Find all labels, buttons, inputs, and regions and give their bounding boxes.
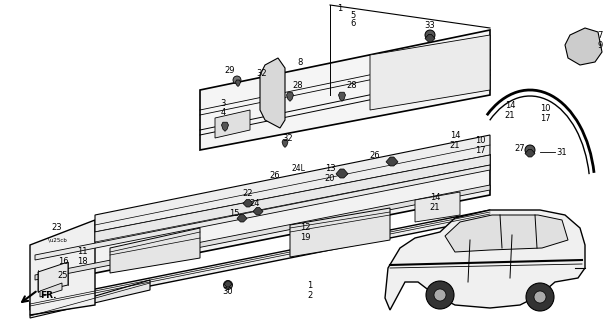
Text: 29: 29 <box>225 66 235 75</box>
Polygon shape <box>236 80 241 86</box>
Polygon shape <box>200 30 490 150</box>
Polygon shape <box>215 110 250 138</box>
Text: 12: 12 <box>300 223 310 233</box>
Polygon shape <box>370 35 490 110</box>
Text: 20: 20 <box>325 173 335 182</box>
Polygon shape <box>260 58 285 128</box>
Text: 30: 30 <box>223 286 233 295</box>
Polygon shape <box>339 92 345 101</box>
Text: 10: 10 <box>540 103 551 113</box>
Polygon shape <box>253 207 263 215</box>
Text: 27: 27 <box>515 143 526 153</box>
Polygon shape <box>415 192 460 222</box>
Text: 17: 17 <box>540 114 551 123</box>
Polygon shape <box>95 135 490 232</box>
Text: 23: 23 <box>52 223 62 233</box>
Text: 14: 14 <box>430 194 440 203</box>
Text: 15: 15 <box>229 209 239 218</box>
Polygon shape <box>30 280 150 318</box>
Text: 1: 1 <box>337 4 343 12</box>
Text: 11: 11 <box>77 247 87 257</box>
Circle shape <box>525 145 535 155</box>
Text: 5: 5 <box>350 11 356 20</box>
Circle shape <box>426 281 454 309</box>
Polygon shape <box>95 155 490 242</box>
Circle shape <box>425 30 435 40</box>
Circle shape <box>233 76 241 84</box>
Polygon shape <box>30 210 490 310</box>
Text: 26: 26 <box>370 150 380 159</box>
Text: 2: 2 <box>308 291 312 300</box>
Text: 3: 3 <box>220 99 226 108</box>
Text: 10: 10 <box>475 135 485 145</box>
Circle shape <box>534 291 546 303</box>
Text: 21: 21 <box>430 204 440 212</box>
Polygon shape <box>445 215 568 252</box>
Text: 18: 18 <box>77 258 87 267</box>
Polygon shape <box>35 165 490 260</box>
Text: 17: 17 <box>474 146 485 155</box>
Text: 32: 32 <box>283 133 294 142</box>
Text: 14: 14 <box>505 100 515 109</box>
Text: 28: 28 <box>347 81 357 90</box>
Text: 26: 26 <box>270 171 280 180</box>
Text: 32: 32 <box>256 68 267 77</box>
Text: 24L: 24L <box>291 164 305 172</box>
Polygon shape <box>290 208 390 257</box>
Polygon shape <box>110 228 200 273</box>
Polygon shape <box>243 199 253 207</box>
Polygon shape <box>38 262 68 292</box>
Polygon shape <box>286 92 294 101</box>
Text: 7: 7 <box>597 30 603 39</box>
Circle shape <box>526 283 554 311</box>
Text: FR.: FR. <box>40 292 56 300</box>
Text: 16: 16 <box>58 258 68 267</box>
Polygon shape <box>425 35 435 42</box>
Polygon shape <box>222 122 228 131</box>
Polygon shape <box>565 28 602 65</box>
Text: 19: 19 <box>300 233 310 242</box>
Polygon shape <box>525 149 535 157</box>
Polygon shape <box>237 214 247 222</box>
Text: \u25cb: \u25cb <box>48 237 66 243</box>
Text: 21: 21 <box>450 140 460 149</box>
Text: 25: 25 <box>58 270 68 279</box>
Text: 8: 8 <box>297 58 303 67</box>
Polygon shape <box>282 140 288 148</box>
Text: 9: 9 <box>597 41 603 50</box>
Polygon shape <box>336 169 348 178</box>
Polygon shape <box>224 281 232 287</box>
Polygon shape <box>35 185 490 280</box>
Polygon shape <box>35 155 490 285</box>
Text: 24: 24 <box>250 198 260 207</box>
Polygon shape <box>30 220 95 315</box>
Text: 1: 1 <box>308 281 312 290</box>
Circle shape <box>224 281 233 290</box>
Text: 22: 22 <box>243 188 253 197</box>
Text: 33: 33 <box>424 20 435 29</box>
Text: 21: 21 <box>505 110 515 119</box>
Text: 4: 4 <box>220 108 225 116</box>
Text: 13: 13 <box>325 164 336 172</box>
Circle shape <box>434 289 446 301</box>
Polygon shape <box>385 210 585 310</box>
Polygon shape <box>386 157 398 166</box>
Text: 31: 31 <box>557 148 568 156</box>
Text: 14: 14 <box>450 131 460 140</box>
Polygon shape <box>40 283 62 297</box>
Text: 6: 6 <box>350 19 356 28</box>
Text: 28: 28 <box>293 81 303 90</box>
